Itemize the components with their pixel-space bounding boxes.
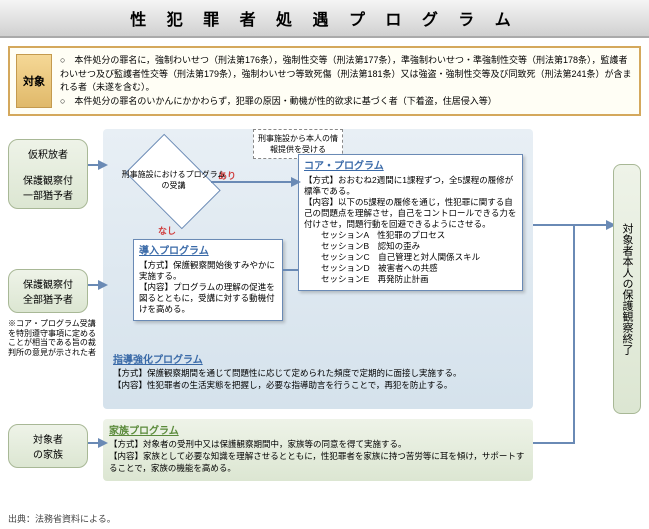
arrowhead-1: [291, 177, 301, 187]
side-box-family: 対象者 の家族: [8, 424, 88, 468]
intro-body: 【方式】保護観察開始後すみやかに実施する。 【内容】プログラムの理解の促進を図る…: [139, 260, 277, 315]
side-box-parolee: 仮釈放者 保護観察付 一部猶予者: [8, 139, 88, 209]
conn-end1: [533, 224, 608, 226]
conn-end2v: [573, 224, 575, 444]
core-program-box: コア・プログラム 【方式】おおむね2週間に1課程ずつ，全5課程の履修が標準である…: [298, 154, 523, 291]
enhance-body: 【方式】保護観察期間を通じて問題性に応じて定められた頻度で定期的に面接し実施する…: [113, 368, 523, 392]
conn-end2: [533, 442, 573, 444]
conn-2h: [98, 280, 108, 290]
flow-area: 刑事施設におけるプログラムの受講 刑事施設から本人の情報提供を受ける あり なし…: [103, 129, 533, 409]
family-program: 家族プログラム 【方式】対象者の受刑中又は保護観察期間中，家族等の同意を得て実施…: [103, 419, 533, 481]
label-no: なし: [158, 224, 176, 237]
target-label: 対象: [16, 54, 52, 108]
target-section: 対象 ○ 本件処分の罪名に，強制わいせつ（刑法第176条），強制性交等（刑法第1…: [8, 46, 641, 116]
note-text: ※コア・プログラム受講を特別遵守事項に定めることが相当である旨の裁判所の意見が示…: [8, 319, 98, 357]
page-title: 性 犯 罪 者 処 遇 プ ロ グ ラ ム: [0, 0, 649, 38]
end-box: 対象者本人の保護観察終了: [613, 164, 641, 414]
conn-1h: [98, 160, 108, 170]
arrow-2: [283, 269, 298, 271]
family-title: 家族プログラム: [109, 425, 527, 439]
side-box-probation: 保護観察付 全部猶予者: [8, 269, 88, 313]
source-text: 出典：法務省資料による。: [8, 512, 641, 525]
conn-3h: [98, 438, 108, 448]
flowchart: 仮釈放者 保護観察付 一部猶予者 保護観察付 全部猶予者 ※コア・プログラム受講…: [8, 124, 641, 504]
enhance-title: 指導強化プログラム: [113, 354, 523, 368]
target-line1: ○ 本件処分の罪名に，強制わいせつ（刑法第176条），強制性交等（刑法第177条…: [60, 54, 633, 95]
decision-text: 刑事施設におけるプログラムの受講: [121, 169, 226, 191]
enhance-program: 指導強化プログラム 【方式】保護観察期間を通じて問題性に応じて定められた頻度で定…: [113, 354, 523, 392]
intro-title: 導入プログラム: [139, 245, 277, 258]
target-text: ○ 本件処分の罪名に，強制わいせつ（刑法第176条），強制性交等（刑法第177条…: [60, 54, 633, 108]
core-title: コア・プログラム: [304, 160, 517, 173]
target-line2: ○ 本件処分の罪名のいかんにかかわらず，犯罪の原因・動機が性的欲求に基づく者（下…: [60, 95, 633, 109]
intro-program-box: 導入プログラム 【方式】保護観察開始後すみやかに実施する。 【内容】プログラムの…: [133, 239, 283, 321]
core-sessions: セッションA 性犯罪のプロセス セッションB 認知の歪み セッションC 自己管理…: [304, 230, 517, 285]
family-body: 【方式】対象者の受刑中又は保護観察期間中，家族等の同意を得て実施する。 【内容】…: [109, 439, 527, 475]
core-body: 【方式】おおむね2週間に1課程ずつ，全5課程の履修が標準である。 【内容】以下の…: [304, 175, 517, 230]
